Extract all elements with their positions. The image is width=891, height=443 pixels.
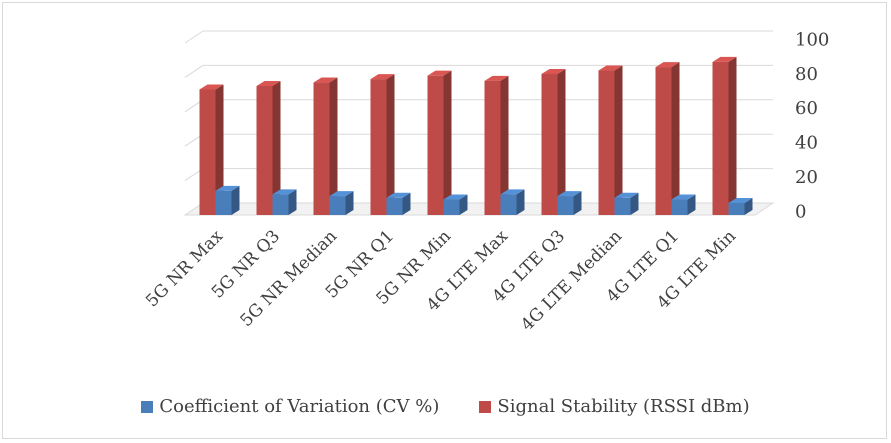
x-tick-label: 5G NR Max — [142, 226, 227, 311]
bar-cv — [614, 197, 631, 215]
bar-rssi — [370, 79, 387, 216]
bar-rssi-side — [671, 62, 680, 215]
bar-rssi — [541, 73, 558, 216]
bar-cv-side — [231, 185, 240, 215]
legend-item-cv: Coefficient of Variation (CV %) — [141, 396, 439, 417]
bar-cv — [386, 197, 403, 215]
bar-rssi-top — [199, 84, 224, 90]
bar-cv-top — [557, 191, 582, 197]
bar-rssi — [655, 67, 672, 215]
x-tick-label: 4G LTE Median — [517, 226, 626, 335]
bar-rssi-side — [614, 65, 623, 216]
gridline-depth — [184, 64, 204, 78]
bar-cv — [215, 190, 232, 215]
bar-cv-top — [215, 185, 240, 191]
bar-rssi-top — [598, 65, 623, 71]
bar-rssi-top — [370, 74, 395, 80]
bar-rssi-side — [272, 81, 281, 215]
bar-cv-top — [386, 192, 411, 198]
bar-rssi — [712, 61, 729, 215]
bar-cv-side — [516, 189, 525, 215]
bar-cv-top — [500, 189, 525, 195]
bar-cv-side — [687, 194, 696, 215]
bar-cv-side — [288, 189, 297, 215]
bar-cv — [557, 196, 574, 215]
bar-cv-side — [744, 197, 753, 215]
gridline-depth — [184, 30, 204, 44]
legend-swatch-rssi — [479, 400, 492, 413]
y-tick-label: 40 — [795, 133, 818, 154]
legend-label-cv: Coefficient of Variation (CV %) — [159, 396, 440, 417]
bar-cv-top — [443, 194, 468, 200]
bar-rssi — [313, 82, 330, 215]
bar-rssi-top — [712, 56, 737, 62]
y-tick-label: 20 — [795, 167, 818, 188]
bar-rssi — [427, 75, 444, 216]
bar-cv — [443, 199, 460, 215]
bar-cv-top — [671, 194, 696, 200]
bar-cv-side — [402, 192, 411, 215]
bar-rssi-side — [500, 75, 509, 215]
legend-item-rssi: Signal Stability (RSSI dBm) — [479, 396, 750, 417]
legend-label-rssi: Signal Stability (RSSI dBm) — [497, 396, 750, 417]
bar-cv — [728, 202, 745, 215]
bar-rssi — [256, 86, 273, 215]
bar-cv-side — [573, 191, 582, 215]
bar-cv-top — [272, 189, 297, 195]
bar-cv — [329, 196, 346, 215]
bar-rssi-side — [215, 84, 224, 215]
bar-rssi-side — [443, 70, 452, 216]
bar-cv-side — [459, 194, 468, 215]
bar-rssi — [199, 89, 216, 215]
y-tick-label: 0 — [795, 201, 806, 222]
bar-rssi — [484, 80, 501, 215]
bar-rssi-top — [313, 77, 338, 83]
bar-cv — [272, 194, 289, 215]
x-tick-label: 5G NR Median — [237, 226, 342, 331]
bar-rssi-top — [655, 62, 680, 68]
bar-rssi-top — [541, 68, 566, 74]
bar-cv-side — [630, 192, 639, 215]
y-tick-label: 80 — [795, 64, 818, 85]
bar-cv-top — [329, 191, 354, 197]
bar-cv-top — [614, 192, 639, 198]
bar-rssi-top — [256, 81, 281, 86]
bar-cv — [500, 194, 517, 215]
bar-rssi-side — [728, 56, 737, 215]
bar-cv-top — [728, 197, 753, 203]
legend-swatch-cv — [141, 400, 154, 413]
bar-rssi-side — [386, 74, 395, 216]
bar-rssi-top — [484, 75, 509, 81]
legend: Coefficient of Variation (CV %) Signal S… — [0, 396, 891, 417]
bar-rssi-side — [557, 68, 566, 216]
bar-cv — [671, 199, 688, 215]
bar-rssi — [598, 70, 615, 216]
y-tick-label: 100 — [795, 29, 829, 50]
bar-cv-side — [345, 191, 354, 215]
y-tick-label: 60 — [795, 98, 818, 119]
bar-rssi-side — [329, 77, 338, 215]
bar-rssi-top — [427, 70, 452, 76]
